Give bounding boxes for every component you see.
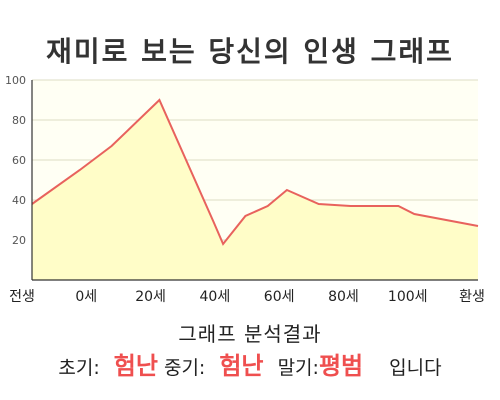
x-tick-label: 60세 — [264, 289, 295, 305]
early-value: 험난 — [113, 352, 158, 380]
x-tick-label: 40세 — [200, 289, 231, 305]
area-fill — [32, 100, 478, 280]
middle-value: 험난 — [219, 352, 264, 380]
late-label: 말기: — [277, 357, 319, 379]
y-tick-label: 40 — [12, 194, 26, 207]
late-value: 평범 — [318, 352, 364, 380]
middle-label: 중기: — [163, 357, 206, 379]
y-tick-label: 20 — [12, 234, 26, 247]
x-tick-label: 20세 — [135, 289, 166, 305]
x-tick-labels: 전생 0세 20세 40세 60세 80세 100세 환생 — [9, 289, 485, 305]
y-tick-labels: 20 40 60 80 100 — [5, 74, 26, 247]
early-label: 초기: — [58, 357, 100, 379]
y-tick-label: 100 — [5, 74, 26, 87]
series-line — [31, 98, 479, 246]
analysis-result: 초기: 험난 중기: 험난 말기:평범 입니다 — [0, 346, 500, 381]
x-tick-label: 0세 — [75, 289, 97, 305]
chart-title: 재미로 보는 당신의 인생 그래프 — [46, 35, 454, 68]
y-tick-label: 60 — [12, 154, 26, 167]
x-tick-label: 100세 — [388, 289, 428, 305]
suffix-text: 입니다 — [389, 357, 442, 379]
analysis-title: 그래프 분석결과 — [178, 322, 322, 346]
y-tick-label: 80 — [12, 114, 26, 127]
x-tick-label: 80세 — [328, 289, 359, 305]
x-tick-label: 환생 — [459, 289, 485, 305]
x-tick-label: 전생 — [9, 289, 35, 305]
